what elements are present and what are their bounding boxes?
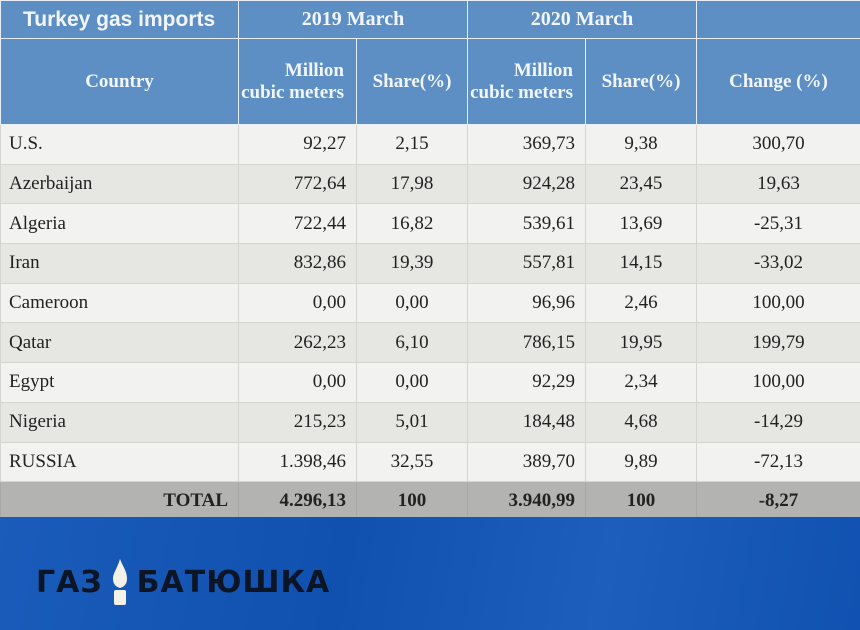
country-cell: RUSSIA bbox=[0, 441, 239, 483]
change-cell: 100,00 bbox=[696, 282, 860, 324]
share-2019-cell: 2,15 bbox=[356, 124, 468, 165]
country-column-header: Country bbox=[0, 38, 239, 125]
total-change: -8,27 bbox=[696, 481, 860, 521]
country-cell: Iran bbox=[0, 243, 239, 284]
share-2020-cell: 14,15 bbox=[585, 243, 697, 284]
change-cell: -33,02 bbox=[696, 243, 860, 284]
change-cell: 300,70 bbox=[696, 124, 860, 165]
share-2019-cell: 32,55 bbox=[356, 441, 468, 483]
country-cell: Algeria bbox=[0, 203, 239, 245]
share-2020-cell: 19,95 bbox=[585, 322, 697, 364]
table-row: Nigeria 215,23 5,01 184,48 4,68 -14,29 bbox=[0, 401, 860, 443]
country-cell: U.S. bbox=[0, 124, 239, 165]
mcm-2019-cell: 722,44 bbox=[238, 203, 357, 245]
share-2020-cell: 23,45 bbox=[585, 163, 697, 205]
mcm-2019-cell: 0,00 bbox=[238, 362, 357, 403]
brand-banner: ГАЗ БАТЮШКА bbox=[0, 517, 860, 630]
table-row: Iran 832,86 19,39 557,81 14,15 -33,02 bbox=[0, 243, 860, 284]
total-mcm-2020: 3.940,99 bbox=[467, 481, 586, 521]
mcm-2019-cell: 1.398,46 bbox=[238, 441, 357, 483]
table-title: Turkey gas imports bbox=[0, 0, 239, 39]
share-2019-cell: 19,39 bbox=[356, 243, 468, 284]
change-cell: -14,29 bbox=[696, 401, 860, 443]
share-2019-cell: 17,98 bbox=[356, 163, 468, 205]
total-row: TOTAL 4.296,13 100 3.940,99 100 -8,27 bbox=[0, 481, 860, 521]
mcm-2020-cell: 389,70 bbox=[467, 441, 586, 483]
table-row: Azerbaijan 772,64 17,98 924,28 23,45 19,… bbox=[0, 163, 860, 205]
mcm-2019-cell: 92,27 bbox=[238, 124, 357, 165]
brand-logo: ГАЗ БАТЮШКА bbox=[36, 557, 330, 607]
country-cell: Cameroon bbox=[0, 282, 239, 324]
mcm-2020-cell: 96,96 bbox=[467, 282, 586, 324]
share-2020-cell: 4,68 bbox=[585, 401, 697, 443]
table-row: U.S. 92,27 2,15 369,73 9,38 300,70 bbox=[0, 124, 860, 165]
mcm-2019-cell: 832,86 bbox=[238, 243, 357, 284]
share-2020-column-header: Share(%) bbox=[585, 38, 697, 125]
period-2019-header: 2019 March bbox=[238, 0, 468, 39]
brand-word-batyushka: БАТЮШКА bbox=[136, 564, 331, 600]
share-2019-cell: 0,00 bbox=[356, 282, 468, 324]
brand-word-gaz: ГАЗ bbox=[36, 564, 103, 600]
header-row-periods: Turkey gas imports 2019 March 2020 March bbox=[0, 0, 860, 39]
country-cell: Egypt bbox=[0, 362, 239, 403]
table-row: Qatar 262,23 6,10 786,15 19,95 199,79 bbox=[0, 322, 860, 364]
change-column-header: Change (%) bbox=[696, 38, 860, 125]
total-share-2019: 100 bbox=[356, 481, 468, 521]
gas-imports-table: Turkey gas imports 2019 March 2020 March… bbox=[0, 0, 860, 521]
table-row: RUSSIA 1.398,46 32,55 389,70 9,89 -72,13 bbox=[0, 441, 860, 483]
gas-imports-sheet: Turkey gas imports 2019 March 2020 March… bbox=[0, 0, 860, 521]
mcm-2019-cell: 0,00 bbox=[238, 282, 357, 324]
share-2020-cell: 13,69 bbox=[585, 203, 697, 245]
country-cell: Qatar bbox=[0, 322, 239, 364]
share-2020-cell: 2,46 bbox=[585, 282, 697, 324]
share-2019-cell: 5,01 bbox=[356, 401, 468, 443]
total-share-2020: 100 bbox=[585, 481, 697, 521]
country-cell: Azerbaijan bbox=[0, 163, 239, 205]
mcm-2020-cell: 786,15 bbox=[467, 322, 586, 364]
empty-header-cell bbox=[696, 0, 860, 39]
share-2020-cell: 2,34 bbox=[585, 362, 697, 403]
mcm-2020-cell: 184,48 bbox=[467, 401, 586, 443]
table-row: Egypt 0,00 0,00 92,29 2,34 100,00 bbox=[0, 362, 860, 403]
mcm-2019-column-header: Million cubic meters bbox=[238, 38, 357, 125]
period-2020-header: 2020 March bbox=[467, 0, 697, 39]
change-cell: 19,63 bbox=[696, 163, 860, 205]
mcm-2020-cell: 539,61 bbox=[467, 203, 586, 245]
share-2019-column-header: Share(%) bbox=[356, 38, 468, 125]
mcm-2020-cell: 92,29 bbox=[467, 362, 586, 403]
table-row: Cameroon 0,00 0,00 96,96 2,46 100,00 bbox=[0, 282, 860, 324]
mcm-2020-cell: 369,73 bbox=[467, 124, 586, 165]
total-label: TOTAL bbox=[0, 481, 239, 521]
table-row: Algeria 722,44 16,82 539,61 13,69 -25,31 bbox=[0, 203, 860, 245]
mcm-2020-cell: 557,81 bbox=[467, 243, 586, 284]
change-cell: 199,79 bbox=[696, 322, 860, 364]
share-2020-cell: 9,89 bbox=[585, 441, 697, 483]
country-cell: Nigeria bbox=[0, 401, 239, 443]
mcm-2019-cell: 215,23 bbox=[238, 401, 357, 443]
mcm-2019-cell: 262,23 bbox=[238, 322, 357, 364]
change-cell: 100,00 bbox=[696, 362, 860, 403]
share-2019-cell: 6,10 bbox=[356, 322, 468, 364]
flame-icon bbox=[112, 559, 127, 605]
change-cell: -25,31 bbox=[696, 203, 860, 245]
header-row-columns: Country Million cubic meters Share(%) Mi… bbox=[0, 38, 860, 125]
mcm-2019-cell: 772,64 bbox=[238, 163, 357, 205]
total-mcm-2019: 4.296,13 bbox=[238, 481, 357, 521]
share-2019-cell: 0,00 bbox=[356, 362, 468, 403]
share-2020-cell: 9,38 bbox=[585, 124, 697, 165]
change-cell: -72,13 bbox=[696, 441, 860, 483]
mcm-2020-column-header: Million cubic meters bbox=[467, 38, 586, 125]
share-2019-cell: 16,82 bbox=[356, 203, 468, 245]
mcm-2020-cell: 924,28 bbox=[467, 163, 586, 205]
